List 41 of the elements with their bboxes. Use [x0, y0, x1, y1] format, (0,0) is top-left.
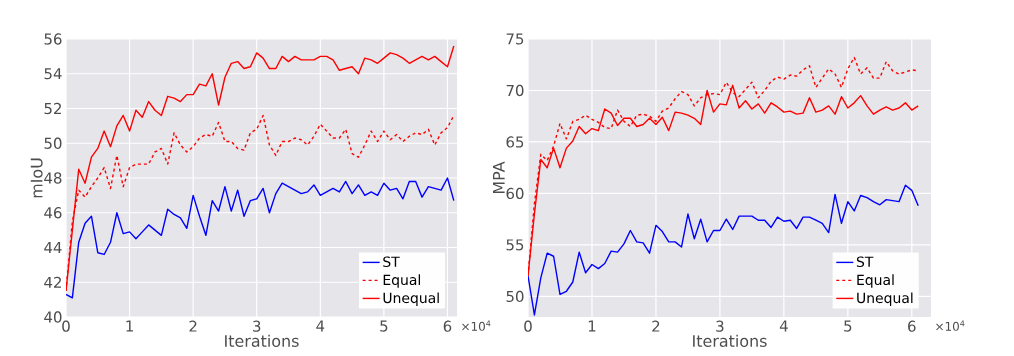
y-axis-title: MPA: [493, 161, 505, 194]
x-tick-label: 1: [588, 320, 596, 332]
legend-label: Unequal: [383, 292, 439, 306]
legend-label: ST: [856, 256, 874, 268]
x-tick-label: 2: [652, 320, 660, 332]
y-tick-label: 55: [506, 239, 524, 251]
legend-label: Equal: [857, 274, 894, 288]
x-axis-title: Iterations: [225, 334, 299, 347]
x-tick-label: 0: [62, 320, 70, 332]
y-tick-label: 65: [506, 136, 524, 148]
y-tick-label: 50: [506, 290, 524, 303]
y-tick-label: 40: [44, 311, 62, 323]
x-tick-label: 5: [844, 320, 852, 332]
y-tick-label: 52: [44, 102, 61, 115]
legend-label: Equal: [383, 274, 420, 288]
legend-label: Unequal: [857, 292, 913, 306]
y-axis-title: mIoU: [30, 158, 43, 198]
x-tick-label: 6: [443, 320, 452, 332]
y-tick-label: 42: [44, 276, 61, 288]
y-tick-label: 75: [506, 33, 524, 45]
legend-label: ST: [383, 256, 400, 268]
x-axis-title: Iterations: [693, 334, 767, 347]
y-tick-label: 46: [44, 207, 62, 219]
y-tick-label: 44: [44, 242, 62, 253]
x-tick-label: 5: [380, 320, 388, 332]
text: ×10$^{4}$: [936, 320, 965, 331]
x-tick-label: 0: [524, 320, 532, 332]
x-tick-label: 3: [716, 320, 724, 332]
y-tick-label: 56: [44, 33, 62, 45]
x-tick-label: 4: [779, 320, 788, 332]
y-tick-label: 70: [506, 84, 524, 97]
x-tick-label: 2: [189, 320, 197, 332]
y-tick-label: 48: [44, 172, 62, 184]
x-tick-label: 3: [253, 320, 261, 332]
y-tick-label: 54: [44, 68, 62, 80]
x-tick-label: 1: [126, 320, 133, 332]
x-tick-label: 4: [316, 320, 325, 332]
x-tick-label: 6: [908, 320, 916, 332]
y-tick-label: 50: [44, 137, 62, 149]
text: ×10$^{4}$: [462, 320, 491, 331]
y-tick-label: 60: [506, 187, 524, 200]
